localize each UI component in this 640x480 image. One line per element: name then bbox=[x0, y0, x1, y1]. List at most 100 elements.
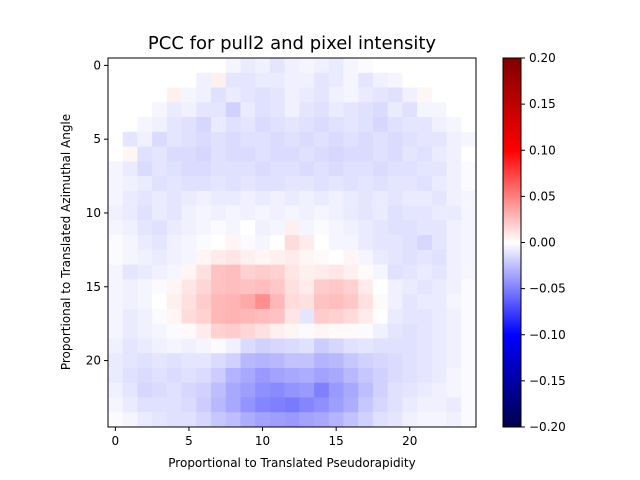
heatmap-cell bbox=[431, 161, 447, 177]
heatmap-cell bbox=[387, 190, 403, 206]
y-tick-label: 10 bbox=[86, 206, 101, 220]
heatmap-cell bbox=[284, 220, 300, 236]
heatmap-cell bbox=[343, 294, 359, 310]
heatmap-cell bbox=[152, 131, 168, 147]
heatmap-cell bbox=[299, 146, 315, 162]
heatmap-cell bbox=[343, 131, 359, 147]
heatmap-cell bbox=[387, 220, 403, 236]
heatmap-cell bbox=[372, 382, 388, 398]
heatmap-cell bbox=[402, 308, 418, 324]
heatmap-cell bbox=[108, 249, 124, 265]
x-axis-ticks: 0 5 10 15 20 bbox=[112, 427, 417, 448]
heatmap-cell bbox=[225, 338, 241, 354]
heatmap-cell bbox=[284, 249, 300, 265]
heatmap-cell bbox=[314, 161, 330, 177]
colorbar-tick-label: 0.15 bbox=[529, 97, 556, 111]
heatmap-cell bbox=[225, 249, 241, 265]
colorbar-tick-label: −0.10 bbox=[529, 328, 566, 342]
heatmap-cell bbox=[152, 87, 168, 103]
heatmap-cell bbox=[314, 117, 330, 133]
heatmap-cell bbox=[211, 279, 227, 295]
heatmap-cell bbox=[299, 220, 315, 236]
heatmap-cell bbox=[372, 338, 388, 354]
heatmap-cell bbox=[196, 412, 212, 428]
y-tick-label: 20 bbox=[86, 354, 101, 368]
heatmap-cell bbox=[240, 190, 256, 206]
heatmap-cell bbox=[299, 102, 315, 118]
heatmap-cell bbox=[314, 220, 330, 236]
heatmap-cell bbox=[358, 353, 374, 369]
heatmap-cell bbox=[284, 131, 300, 147]
heatmap-cell bbox=[358, 367, 374, 384]
heatmap-cell bbox=[181, 205, 197, 221]
heatmap-cell bbox=[417, 382, 433, 398]
heatmap-cell bbox=[240, 146, 256, 162]
colorbar-tick-label: 0.10 bbox=[529, 143, 556, 157]
heatmap-cell bbox=[122, 235, 138, 251]
heatmap-cell bbox=[461, 294, 477, 310]
heatmap-cell bbox=[108, 397, 124, 413]
heatmap-cell bbox=[181, 338, 197, 354]
colorbar-tick-label: −0.15 bbox=[529, 374, 566, 388]
heatmap-cell bbox=[299, 117, 315, 133]
heatmap-cell bbox=[269, 117, 285, 133]
heatmap-cell bbox=[166, 205, 182, 221]
heatmap-cell bbox=[343, 235, 359, 251]
heatmap-cell bbox=[446, 220, 462, 236]
heatmap-cell bbox=[446, 397, 462, 413]
y-axis-ticks: 0 5 10 15 20 bbox=[86, 58, 108, 368]
heatmap-cell bbox=[196, 294, 212, 310]
heatmap-cell bbox=[328, 146, 344, 162]
heatmap-cell bbox=[328, 235, 344, 251]
heatmap-cell bbox=[284, 72, 300, 88]
heatmap-cell bbox=[387, 308, 403, 324]
heatmap-cell bbox=[343, 146, 359, 162]
heatmap-cell bbox=[284, 205, 300, 221]
heatmap-cell bbox=[343, 58, 359, 74]
heatmap-cell bbox=[417, 323, 433, 339]
heatmap-cell bbox=[211, 397, 227, 413]
heatmap-cell bbox=[240, 249, 256, 265]
heatmap-cell bbox=[181, 161, 197, 177]
heatmap-cell bbox=[137, 412, 153, 428]
heatmap-cell bbox=[137, 220, 153, 236]
heatmap-cell bbox=[166, 382, 182, 398]
heatmap-cell bbox=[328, 87, 344, 103]
heatmap-cell bbox=[284, 412, 300, 428]
heatmap-cell bbox=[417, 72, 433, 88]
heatmap-cell bbox=[299, 338, 315, 354]
heatmap-cell bbox=[372, 102, 388, 118]
heatmap-cell bbox=[314, 397, 330, 413]
heatmap-cell bbox=[387, 235, 403, 251]
heatmap-cell bbox=[358, 397, 374, 413]
chart-title: PCC for pull2 and pixel intensity bbox=[148, 33, 436, 54]
heatmap-cell bbox=[181, 412, 197, 428]
heatmap-cell bbox=[372, 117, 388, 133]
heatmap-cell bbox=[372, 412, 388, 428]
heatmap-cell bbox=[284, 117, 300, 133]
heatmap-cell bbox=[372, 353, 388, 369]
x-tick-label: 10 bbox=[255, 434, 270, 448]
heatmap-cell bbox=[122, 294, 138, 310]
heatmap-cell bbox=[446, 72, 462, 88]
heatmap-cell bbox=[387, 205, 403, 221]
heatmap-cell bbox=[255, 308, 271, 324]
heatmap-cell bbox=[211, 308, 227, 324]
heatmap-cell bbox=[372, 131, 388, 147]
heatmap-cell bbox=[240, 412, 256, 428]
heatmap-cell bbox=[402, 117, 418, 133]
heatmap-cell bbox=[196, 338, 212, 354]
heatmap-cell bbox=[196, 353, 212, 369]
heatmap-cell bbox=[225, 220, 241, 236]
heatmap-cell bbox=[299, 323, 315, 339]
heatmap-cell bbox=[314, 58, 330, 74]
heatmap-cell bbox=[211, 146, 227, 162]
heatmap-cell bbox=[166, 190, 182, 206]
heatmap-cell bbox=[255, 323, 271, 339]
heatmap-cell bbox=[284, 161, 300, 177]
heatmap-cell bbox=[284, 264, 300, 280]
heatmap-cell bbox=[417, 353, 433, 369]
heatmap-cell bbox=[122, 146, 138, 162]
heatmap-cell bbox=[122, 161, 138, 177]
heatmap-cell bbox=[196, 382, 212, 398]
